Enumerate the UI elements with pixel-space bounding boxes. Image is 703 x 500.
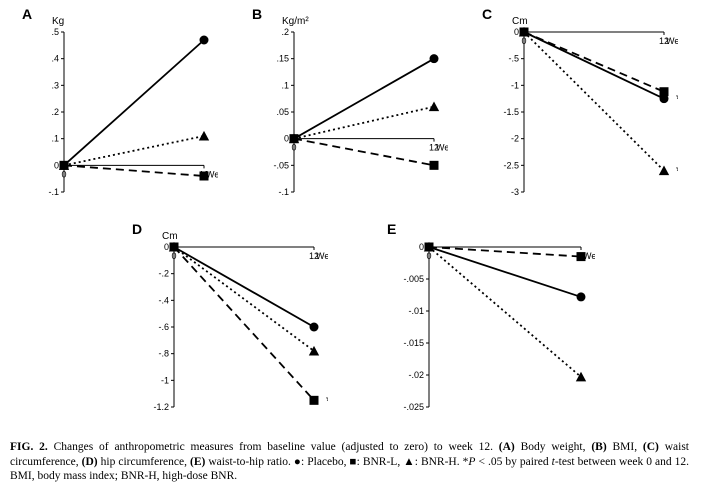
svg-text:-2.5: -2.5	[503, 160, 519, 170]
svg-text:.1: .1	[51, 134, 59, 144]
svg-text:-1: -1	[511, 80, 519, 90]
figure-caption: FIG. 2. Changes of anthropometric measur…	[10, 440, 689, 484]
unit-label-D: Cm	[162, 231, 178, 242]
svg-text:-.1: -.1	[278, 187, 289, 197]
svg-text:-.01: -.01	[408, 306, 424, 316]
svg-text:*: *	[326, 392, 328, 408]
panel-B: -.1-.050.05.1.15.2012WeekBKg/m²	[250, 10, 448, 210]
svg-text:-.6: -.6	[158, 322, 169, 332]
svg-text:.5: .5	[51, 27, 59, 37]
svg-text:.1: .1	[281, 80, 289, 90]
svg-text:-.015: -.015	[403, 338, 424, 348]
panel-label-E: E	[387, 221, 396, 237]
svg-text:-.2: -.2	[158, 269, 169, 279]
svg-text:-2: -2	[511, 134, 519, 144]
svg-text:-.8: -.8	[158, 349, 169, 359]
svg-text:Week: Week	[316, 251, 328, 261]
svg-text:-.05: -.05	[273, 160, 289, 170]
svg-text:.15: .15	[276, 54, 289, 64]
panel-label-A: A	[22, 6, 32, 22]
svg-text:Week: Week	[436, 143, 448, 153]
svg-text:-1.5: -1.5	[503, 107, 519, 117]
svg-text:*: *	[676, 91, 678, 107]
svg-text:0: 0	[61, 169, 66, 179]
svg-text:-.5: -.5	[508, 54, 519, 64]
panel-A: -.10.1.2.3.4.5012WeekAKg	[20, 10, 218, 210]
svg-text:-1: -1	[161, 375, 169, 385]
figure-grid: -.10.1.2.3.4.5012WeekAKg-.1-.050.05.1.15…	[10, 10, 689, 430]
panel-C: -3-2.5-2-1.5-1-.50012Week**CCm	[480, 10, 678, 210]
svg-text:.2: .2	[281, 27, 289, 37]
svg-text:-3: -3	[511, 187, 519, 197]
unit-label-C: Cm	[512, 16, 528, 27]
caption-lead: FIG. 2.	[10, 441, 48, 453]
unit-label-A: Kg	[52, 16, 64, 27]
svg-text:0: 0	[291, 143, 296, 153]
svg-text:-1.2: -1.2	[153, 402, 169, 412]
svg-text:0: 0	[54, 160, 59, 170]
svg-text:-.025: -.025	[403, 402, 424, 412]
svg-text:*: *	[676, 163, 678, 179]
svg-text:.2: .2	[51, 107, 59, 117]
caption-body: Changes of anthropometric measures from …	[54, 441, 499, 453]
svg-text:0: 0	[521, 36, 526, 46]
svg-text:0: 0	[171, 251, 176, 261]
panel-D: -1.2-1-.8-.6-.4-.20012Week*DCm	[130, 225, 328, 425]
svg-text:-.02: -.02	[408, 370, 424, 380]
svg-text:.4: .4	[51, 54, 59, 64]
panel-E: -.025-.02-.015-.01-.0050012WeekE	[385, 225, 595, 425]
svg-text:-.4: -.4	[158, 295, 169, 305]
svg-text:0: 0	[164, 242, 169, 252]
svg-text:-.005: -.005	[403, 274, 424, 284]
svg-text:-.1: -.1	[48, 187, 59, 197]
panel-label-C: C	[482, 6, 492, 22]
unit-label-B: Kg/m²	[282, 16, 309, 27]
svg-text:0: 0	[514, 27, 519, 37]
svg-text:0: 0	[419, 242, 424, 252]
panel-label-D: D	[132, 221, 142, 237]
svg-text:0: 0	[426, 251, 431, 261]
svg-text:.05: .05	[276, 107, 289, 117]
svg-text:Week: Week	[666, 36, 678, 46]
svg-text:0: 0	[284, 134, 289, 144]
panel-label-B: B	[252, 6, 262, 22]
svg-text:.3: .3	[51, 80, 59, 90]
